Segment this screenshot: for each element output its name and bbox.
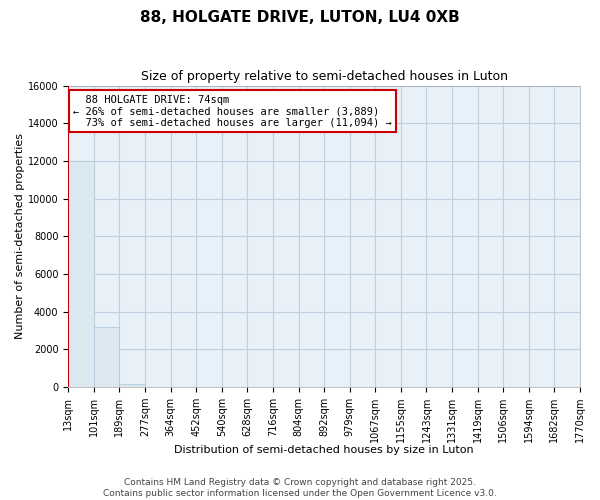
Text: 88 HOLGATE DRIVE: 74sqm
← 26% of semi-detached houses are smaller (3,889)
  73% : 88 HOLGATE DRIVE: 74sqm ← 26% of semi-de… bbox=[73, 94, 392, 128]
X-axis label: Distribution of semi-detached houses by size in Luton: Distribution of semi-detached houses by … bbox=[175, 445, 474, 455]
Title: Size of property relative to semi-detached houses in Luton: Size of property relative to semi-detach… bbox=[140, 70, 508, 83]
Text: 88, HOLGATE DRIVE, LUTON, LU4 0XB: 88, HOLGATE DRIVE, LUTON, LU4 0XB bbox=[140, 10, 460, 25]
Bar bbox=[119, 384, 145, 387]
Bar bbox=[68, 161, 94, 387]
Y-axis label: Number of semi-detached properties: Number of semi-detached properties bbox=[15, 134, 25, 340]
Bar bbox=[94, 326, 119, 387]
Text: Contains HM Land Registry data © Crown copyright and database right 2025.
Contai: Contains HM Land Registry data © Crown c… bbox=[103, 478, 497, 498]
